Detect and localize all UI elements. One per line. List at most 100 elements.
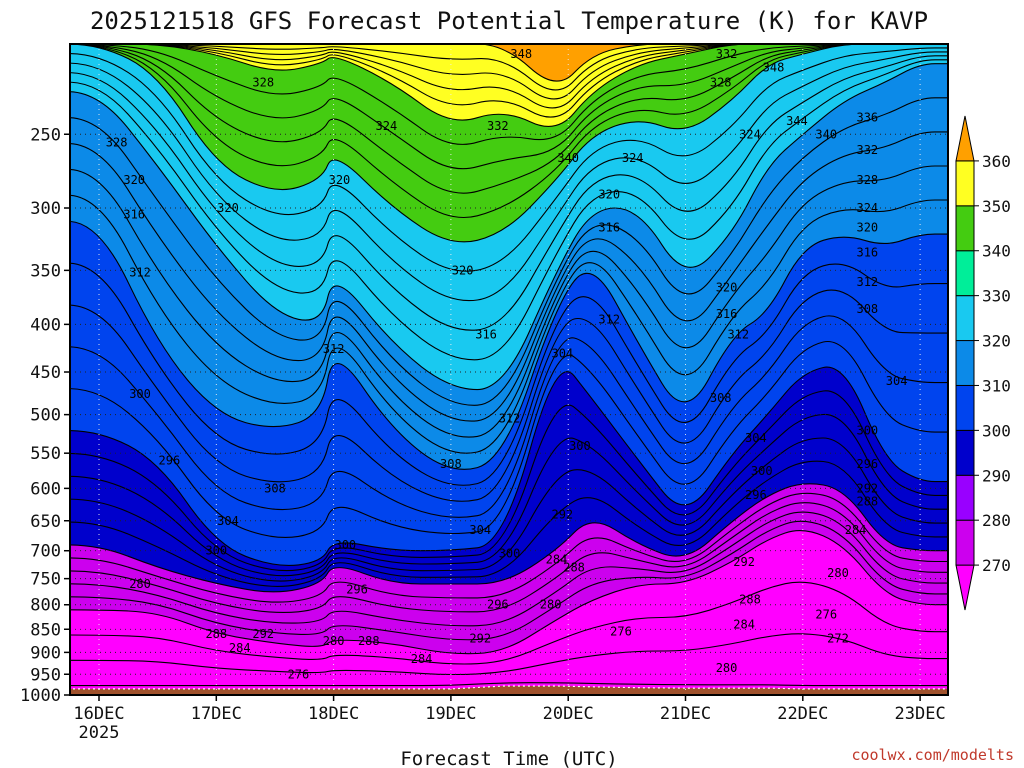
colorbar-segment [955,160,975,207]
contour-label: 288 [856,495,878,509]
colorbar-tick-label: 350 [982,197,1011,216]
x-tick-label: 22DEC [777,704,828,724]
contour-line [70,44,948,118]
y-tick-label: 850 [30,620,61,640]
y-tick-label: 800 [30,596,61,616]
contour-label: 324 [856,201,878,215]
contour-label: 284 [411,652,433,666]
contour-label: 312 [323,342,345,356]
contour-line [70,44,948,100]
colorbar-segment [955,519,975,566]
x-tick-label: 20DEC [543,704,594,724]
contour-line [70,502,948,613]
contour-label: 304 [217,514,239,528]
contour-labels: 3283203163123002963083043002802882842922… [106,47,908,681]
contour-line [70,262,948,486]
contour-line [70,55,948,331]
contour-lines [70,44,948,687]
y-tick-label: 300 [30,199,61,219]
contour-label: 300 [334,538,356,552]
contour-label: 328 [710,76,732,90]
x-axis-label: Forecast Time (UTC) [400,748,617,768]
y-tick-label: 600 [30,479,61,499]
contour-label: 312 [129,266,151,280]
contour-label: 308 [264,481,286,495]
colorbar-segment [955,205,975,252]
contour-label: 272 [827,632,849,646]
colorbar-tick-label: 360 [982,152,1011,171]
colorbar-segment-gt-360 [955,115,975,162]
contour-label: 320 [217,201,239,215]
contour-label: 332 [487,119,509,133]
contour-label: 324 [376,119,398,133]
contour-line [70,44,948,219]
x-tick-label: 19DEC [425,704,476,724]
contour-label: 320 [716,280,738,294]
contour-line [70,413,948,577]
contour-label: 324 [739,127,761,141]
y-tick-label: 550 [30,444,61,464]
x-tick-label: 23DEC [895,704,946,724]
contour-line [70,44,948,82]
contour-label: 320 [856,221,878,235]
contour-label: 292 [551,507,573,521]
colorbar-tick-label: 290 [982,466,1011,485]
grid-lines [70,44,948,695]
contour-line [70,47,948,272]
contour-line [70,633,948,676]
contour-label: 288 [205,627,227,641]
contour-label: 316 [856,246,878,260]
contour-label: 332 [716,47,738,61]
contour-label: 348 [510,47,532,61]
contour-label: 312 [856,275,878,289]
contour-line [70,520,948,641]
contour-label: 304 [551,347,573,361]
contour-line [70,44,948,91]
contour-line [70,165,948,438]
y-tick-label: 500 [30,406,61,426]
contour-label: 280 [129,577,151,591]
colorbar-tick-label: 330 [982,287,1011,306]
contour-label: 276 [610,625,632,639]
contour-label: 340 [557,151,579,165]
contour-label: 292 [733,555,755,569]
contour-label: 284 [733,617,755,631]
contour-line [70,194,948,454]
colorbar-tick-label: 310 [982,376,1011,395]
contour-label: 296 [856,457,878,471]
contour-label: 304 [745,431,767,445]
plot-frame [69,43,949,696]
contour-line [70,63,948,391]
y-tick-label: 950 [30,665,61,685]
contour-label: 308 [856,302,878,316]
y-tick-label: 450 [30,363,61,383]
contour-label: 284 [845,523,867,537]
contour-label: 304 [469,523,491,537]
contour-label: 348 [763,61,785,75]
contour-line [70,581,948,665]
contour-label: 296 [159,453,181,467]
colorbar-tick-label: 340 [982,242,1011,261]
contour-label: 328 [856,173,878,187]
contour-line [70,511,948,627]
colorbar-segment [955,429,975,476]
contour-label: 320 [329,173,351,187]
contour-line [70,483,948,593]
contour-label: 312 [727,327,749,341]
contour-line [70,682,948,687]
y-tick-label: 350 [30,261,61,281]
contour-line [70,460,948,587]
contour-label: 320 [598,187,620,201]
x-tick-label: 18DEC [308,704,359,724]
contour-line [70,390,948,572]
x-tick-label: 21DEC [660,704,711,724]
y-tick-label: 650 [30,512,61,532]
contour-label: 300 [205,544,227,558]
contour-line [70,492,948,603]
contour-line [70,220,948,470]
contour-label: 284 [229,641,251,655]
contour-line [70,340,948,538]
y-tick-label: 750 [30,570,61,590]
contour-label: 292 [252,627,274,641]
